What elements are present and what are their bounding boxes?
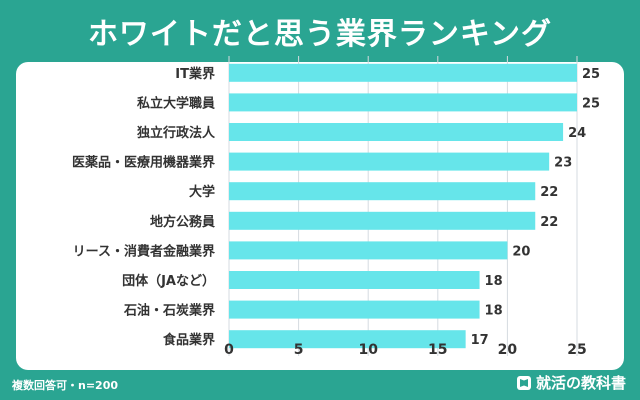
category-label: 大学: [189, 184, 215, 200]
x-tick-label: 10: [358, 342, 378, 358]
category-label: 地方公務員: [150, 214, 215, 230]
bar: [229, 300, 480, 319]
category-label: 医薬品・医療用機器業界: [72, 155, 215, 171]
category-label: 私立大学職員: [137, 95, 215, 111]
data-label: 18: [485, 304, 503, 319]
brand-logo: 就活の教科書: [516, 372, 626, 393]
bar: [229, 330, 466, 349]
x-tick-label: 20: [498, 342, 518, 358]
brand-name: 就活の教科書: [535, 374, 626, 392]
x-tick-label: 5: [294, 342, 304, 358]
x-tick-label: 15: [428, 342, 447, 358]
book-icon: [516, 375, 531, 390]
bar: [229, 271, 480, 289]
bar: [229, 211, 536, 230]
x-tick-label: 0: [224, 342, 234, 358]
bar: [229, 241, 508, 260]
category-label: 石油・石炭業界: [123, 303, 215, 319]
data-label: 18: [485, 274, 503, 289]
category-label: 団体（JAなど）: [122, 273, 215, 289]
data-label: 20: [512, 244, 530, 259]
category-label: IT業界: [175, 66, 215, 82]
data-label: 17: [471, 333, 489, 348]
x-tick-label: 25: [567, 342, 586, 358]
data-label: 25: [582, 96, 600, 111]
data-label: 24: [568, 126, 586, 141]
data-label: 22: [540, 185, 558, 200]
category-label: リース・消費者金融業界: [73, 243, 215, 259]
bar: [229, 63, 577, 82]
sample-note: 複数回答可・n=200: [12, 379, 119, 392]
category-label: 食品業界: [163, 332, 215, 348]
bar: [229, 152, 550, 171]
chart-title: ホワイトだと思う業界ランキング: [87, 17, 553, 52]
data-label: 25: [582, 67, 600, 82]
category-label: 独立行政法人: [137, 125, 216, 141]
data-label: 22: [540, 215, 558, 230]
bar: [229, 182, 536, 201]
data-label: 23: [554, 156, 572, 171]
bar: [229, 123, 564, 141]
bar: [229, 93, 577, 112]
